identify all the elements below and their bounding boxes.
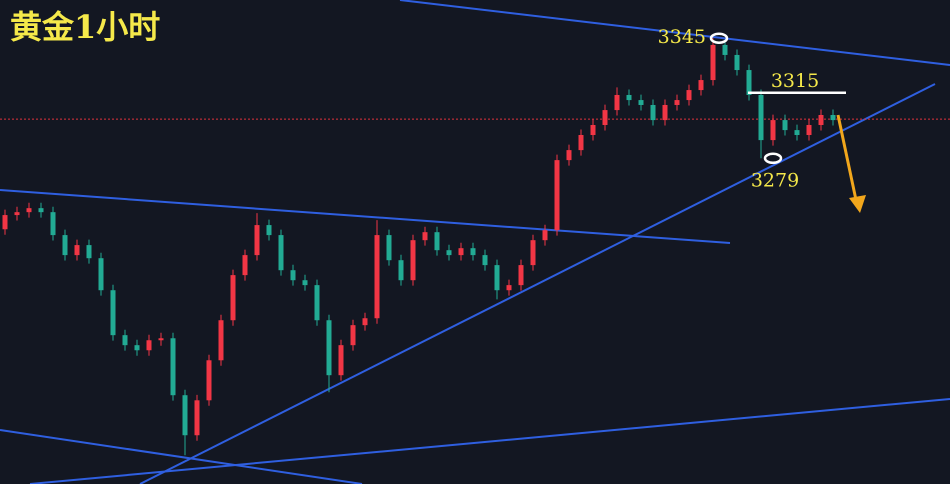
candle-body [422,232,428,241]
candle-body [302,280,308,286]
candle-body [98,258,104,291]
candle-body [626,94,632,101]
candle-body [590,125,596,136]
candle-body [614,94,620,111]
candle-body [506,285,512,291]
candle-body [566,150,572,161]
candle-body [398,260,404,281]
trend-line [139,83,936,484]
candle-body [674,100,680,105]
candle-body [134,345,140,351]
candle-body [194,400,200,436]
candle-body [326,320,332,376]
candle-body [278,235,284,271]
candle-body [110,290,116,336]
candle-body [698,80,704,91]
candle-body [830,114,836,121]
candle-body [314,285,320,321]
candle-body [458,248,464,256]
candle-body [266,225,272,236]
trend-line [399,0,950,66]
candle-body [254,225,260,256]
candle-body [182,395,188,436]
candle-body [554,160,560,231]
candle-body [662,104,668,121]
annotation-label: 3279 [751,169,799,191]
candle-body [338,345,344,376]
candle-body [818,114,824,126]
arrow [836,114,866,213]
candle-body [170,338,176,396]
candle-body [242,255,248,276]
candle-body [26,208,32,213]
candle-body [518,265,524,286]
candle-body [542,230,548,241]
candle-body [50,212,56,236]
low-marker [763,152,783,165]
candle-body [62,235,68,256]
candle-body [86,245,92,259]
trend-line [29,398,950,484]
candle-body [14,212,20,216]
candle-body [650,104,656,121]
candle-body [530,240,536,266]
candle-body [146,340,152,351]
candle-body [806,125,812,136]
candle-body [290,270,296,281]
candle-body [218,320,224,361]
candle-body [158,338,164,341]
high-marker [709,32,729,44]
candle-body [386,235,392,261]
candle-body [206,360,212,401]
trend-line [0,189,731,244]
candle-body [734,54,740,71]
annotation-label: 3315 [771,70,819,92]
candle-body [602,110,608,126]
candle-body [482,255,488,266]
candle-body [410,240,416,281]
candle-body [230,275,236,321]
candle-body [122,335,128,346]
candle-body [794,130,800,136]
candle-body [686,90,692,101]
annotation-label: 3345 [658,26,706,48]
candle-body [38,208,44,213]
candle-body [638,100,644,105]
candle-body [758,94,764,141]
candle-body [470,248,476,256]
candle-body [350,325,356,346]
candle-body [434,232,440,251]
candle-body [746,70,752,95]
trend-line [0,429,363,484]
chart-title: 黄金1小时 [10,8,160,46]
candle-body [722,44,728,55]
candle-body [2,215,8,230]
candle-body [710,44,716,81]
candle-body [494,265,500,291]
candles [0,38,950,456]
arrow-shaft [836,114,858,201]
candle-body [770,120,776,141]
candle-body [782,120,788,131]
candle-body [446,250,452,256]
candle-body [374,235,380,319]
candle-body [362,318,368,326]
candle-body [578,135,584,151]
arrow-head [849,195,866,213]
candle-body [74,245,80,256]
